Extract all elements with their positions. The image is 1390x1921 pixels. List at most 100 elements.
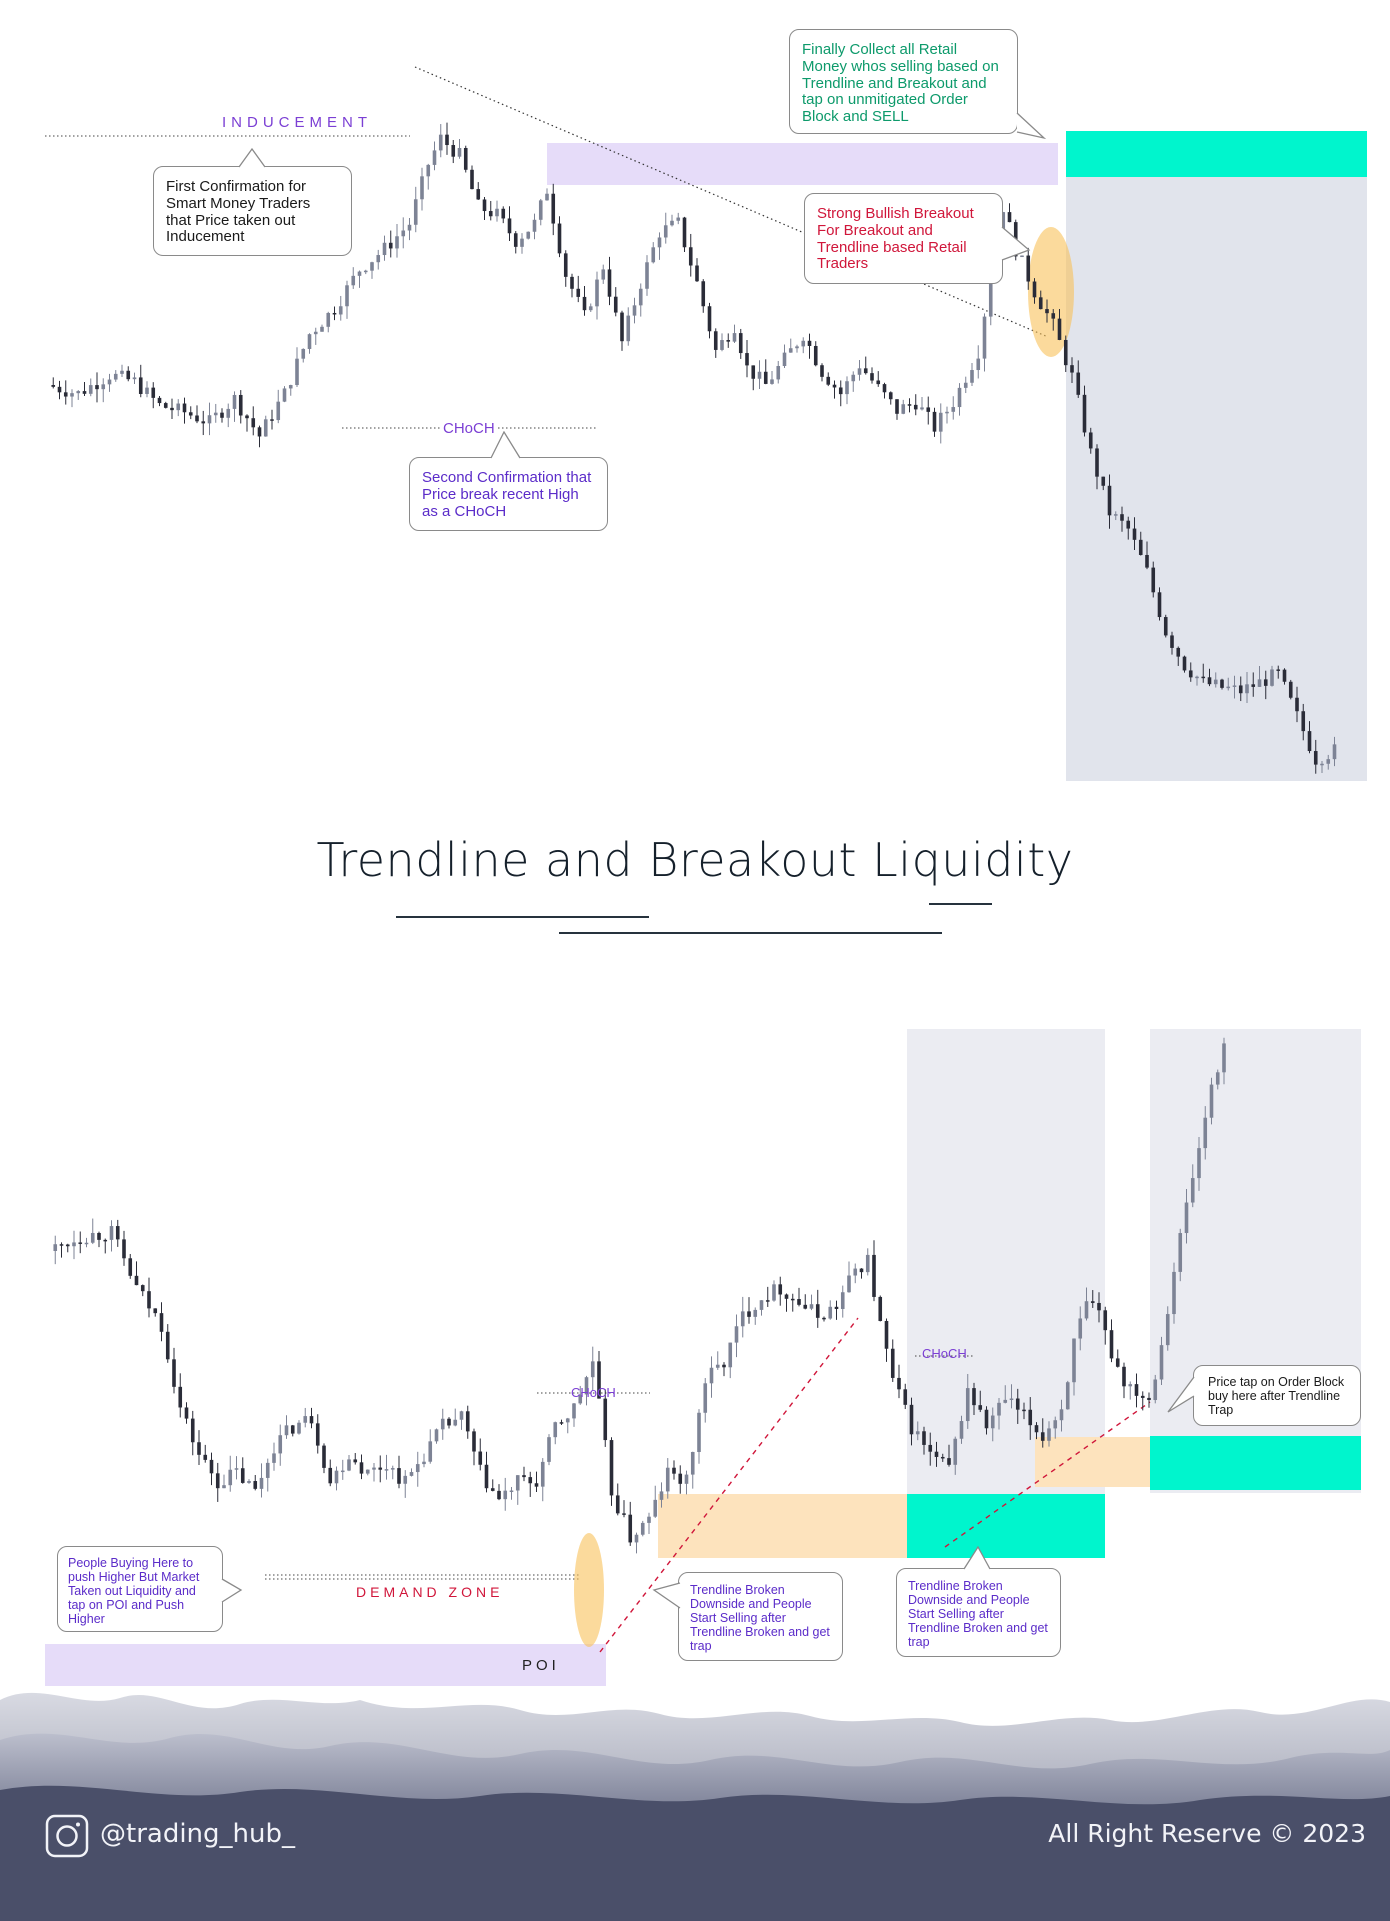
top-candle-154 [1007,212,1012,223]
top-candle-188 [1220,679,1224,688]
top-candle-49 [351,275,356,286]
bottom-candle-133 [878,1296,883,1321]
bottom-candle-87 [590,1361,595,1378]
bottom-candle-143 [940,1456,945,1459]
top-candle-142 [932,411,937,432]
bottom-candle-36 [272,1453,276,1463]
top-candle-171 [1113,514,1118,516]
bottom-candle-175 [1140,1395,1145,1398]
callout-text: Trendline Broken Downside and People Sta… [690,1583,830,1653]
top-candle-67 [463,147,468,170]
top-candle-131 [863,368,868,374]
top-candle-8 [95,385,99,390]
top-candle-46 [332,312,337,315]
bottom-candle-116 [772,1284,776,1301]
bottom-candle-159 [1040,1432,1045,1441]
bottom-candle-163 [1065,1382,1070,1410]
top-candle-84 [570,276,574,289]
bottom-candle-161 [1053,1420,1058,1429]
bottom-candle-41 [303,1416,308,1423]
bottom-candle-55 [390,1468,395,1470]
top-candle-120 [795,346,799,349]
top-candle-22 [182,403,187,413]
bottom-candle-101 [678,1473,683,1484]
top-candle-137 [901,404,906,414]
peach-zone-2 [1035,1437,1151,1487]
unmitigated-order-block-teal [1066,131,1367,177]
top-candle-193 [1251,684,1256,687]
bottom-candle-178 [1159,1345,1164,1380]
top-candle-65 [451,145,456,157]
bottom-candle-186 [1209,1084,1214,1118]
bottom-candle-9 [103,1239,108,1242]
bottom-candle-14 [134,1275,139,1286]
bottom-candle-93 [628,1514,633,1543]
top-candle-197 [1276,669,1281,671]
choch-label-top: CHoCH [440,420,498,437]
bottom-candle-75 [515,1475,520,1491]
top-candle-164 [1070,365,1074,373]
top-candle-44 [320,326,324,332]
bottom-candle-2 [59,1244,64,1246]
top-candle-141 [926,407,931,412]
top-candle-166 [1082,394,1087,433]
bottom-candle-13 [128,1258,133,1276]
bottom-candle-104 [697,1412,701,1452]
bottom-candle-83 [565,1418,570,1423]
top-candle-57 [401,230,406,237]
top-candle-54 [382,242,387,256]
top-candle-116 [770,379,774,384]
top-candle-139 [913,404,918,410]
top-candle-107 [713,331,718,350]
top-candle-111 [738,333,743,354]
top-candle-117 [776,366,781,380]
bottom-candle-109 [728,1342,733,1368]
top-candle-153 [1001,212,1006,243]
bottom-candle-47 [340,1470,345,1473]
bottom-candle-98 [659,1491,664,1500]
bottom-candle-165 [1078,1318,1083,1339]
top-candle-66 [457,147,462,157]
top-candle-61 [426,164,431,177]
top-candle-7 [88,385,93,394]
bottom-candle-108 [722,1364,726,1368]
bottom-candle-60 [422,1461,426,1465]
top-candle-55 [388,242,393,249]
bottom-candle-146 [959,1421,964,1439]
top-candle-5 [76,391,81,394]
top-candle-165 [1076,372,1081,395]
instagram-icon[interactable] [45,1814,89,1858]
top-candle-159 [1038,297,1043,310]
bottom-candle-180 [1172,1271,1176,1315]
choch-label-1: CHoCH [571,1385,616,1400]
top-candle-136 [895,399,899,414]
inducement-label: INDUCEMENT [222,114,372,131]
teal-zone-2 [1150,1436,1361,1490]
bottom-candle-127 [840,1292,845,1309]
top-candle-58 [407,224,412,231]
top-candle-191 [1238,685,1243,694]
bottom-candle-82 [559,1422,564,1424]
bottom-candle-131 [865,1254,870,1273]
footer-handle[interactable]: @trading_hub_ [100,1819,295,1849]
bottom-candle-140 [922,1431,926,1445]
top-candle-126 [832,384,837,388]
callout-second-confirmation: Second Confirmation that Price break rec… [409,457,608,531]
top-candle-199 [1288,681,1293,698]
bottom-candle-3 [65,1244,70,1247]
bottom-candle-137 [903,1389,908,1405]
top-candle-157 [1026,255,1031,282]
callout-text: Second Confirmation that Price break rec… [422,469,592,520]
top-candlestick-chart [45,66,1367,781]
title-underline-3 [929,903,992,905]
top-candle-146 [957,387,962,408]
bottom-candle-68 [472,1431,476,1452]
sell-analysis-gray-zone [1066,131,1367,781]
top-candle-3 [63,392,68,397]
callout-people-tail [221,1578,243,1603]
top-candle-59 [413,199,418,225]
bottom-candle-119 [790,1298,795,1301]
callout-first-confirmation: First Confirmation for Smart Money Trade… [153,166,352,256]
bottom-candle-173 [1128,1384,1133,1387]
